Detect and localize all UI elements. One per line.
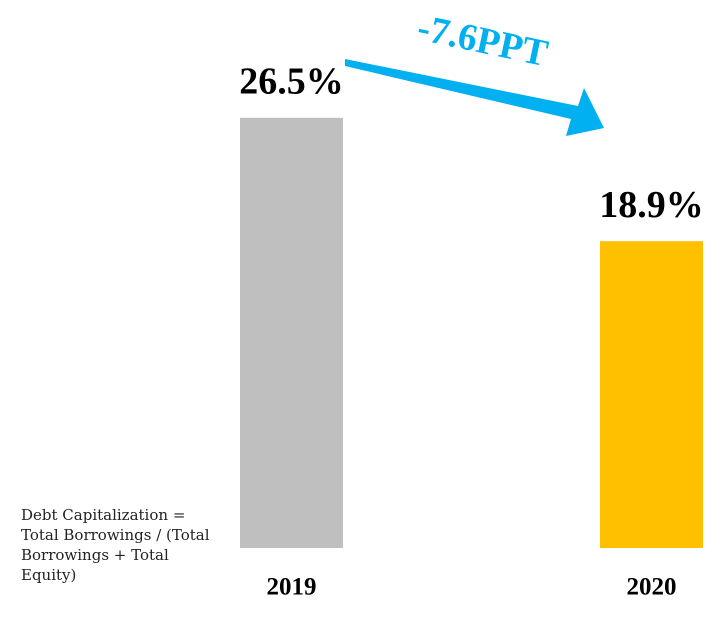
- change-arrow: [345, 59, 604, 136]
- note: Debt Capitalization = Total Borrowings /…: [21, 506, 210, 584]
- x-tick-label: 2019: [267, 574, 317, 601]
- bar: [600, 241, 703, 548]
- x-tick-label: 2020: [627, 574, 677, 601]
- change-annotation: -7.6PPT: [414, 7, 552, 76]
- bar: [240, 117, 343, 549]
- value-label: 26.5%: [239, 61, 344, 103]
- value-label: 18.9%: [599, 184, 704, 226]
